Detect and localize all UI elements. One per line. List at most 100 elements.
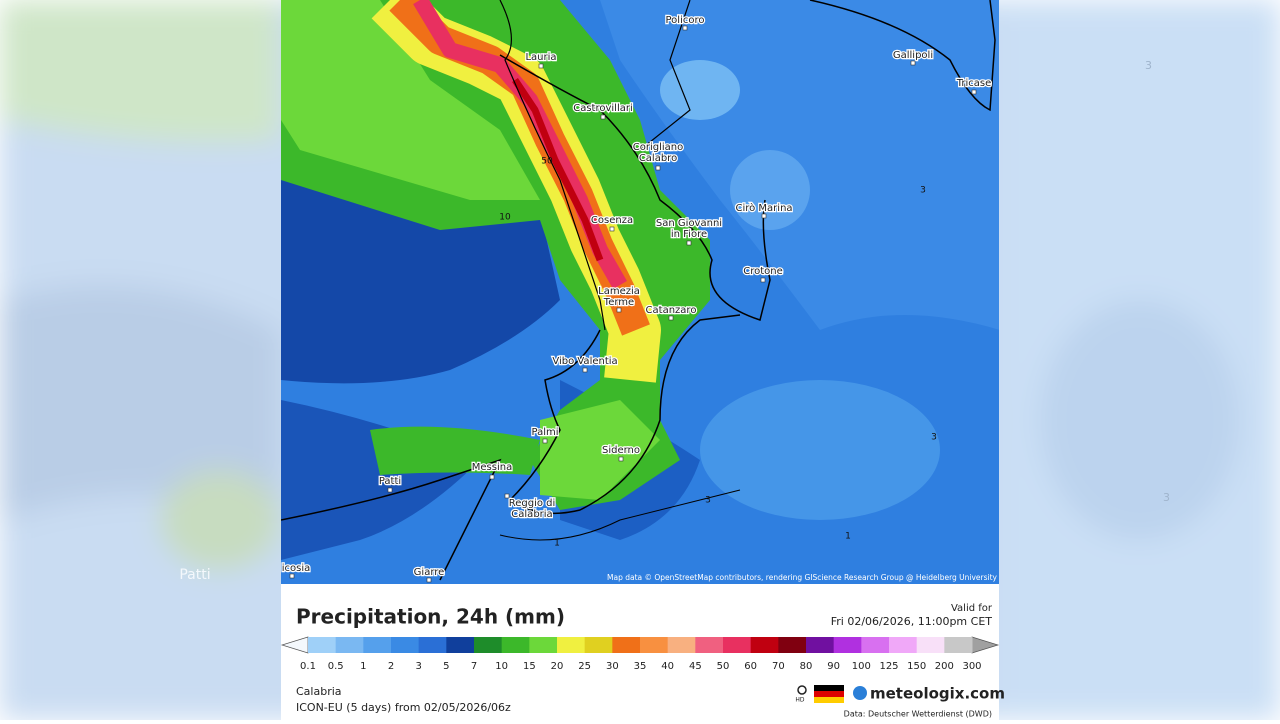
city-label: Palmi	[531, 427, 558, 438]
city-label: Crotone	[743, 266, 783, 277]
brand-icon	[853, 686, 867, 700]
city-label: Catanzaro	[646, 305, 697, 316]
legend-tick-label: 20	[551, 661, 564, 672]
legend-tick-label: 150	[907, 661, 926, 672]
city-label: San Giovanni	[656, 218, 722, 229]
legend-tick-label: 80	[800, 661, 813, 672]
city-label: Cirò Marina	[735, 202, 792, 214]
legend-tick-label: 200	[935, 661, 954, 672]
model-run: ICON-EU (5 days) from 02/05/2026/06z	[296, 701, 511, 714]
legend-tick-label: 300	[962, 661, 981, 672]
city-marker	[289, 573, 295, 579]
legend-tick-label: 40	[661, 661, 674, 672]
legend-tick-label: 3	[415, 661, 421, 672]
city-marker	[609, 226, 615, 232]
legend-swatch	[889, 637, 918, 653]
region: Calabria	[296, 685, 342, 698]
city-marker	[668, 315, 674, 321]
city-marker	[426, 577, 432, 583]
bg-label: Patti	[179, 567, 210, 583]
bg-label: 3	[1145, 59, 1152, 72]
legend-tick-label: 2	[388, 661, 394, 672]
legend-swatch	[612, 637, 641, 653]
legend-tick-label: 10	[495, 661, 508, 672]
flag	[814, 685, 844, 691]
legend-tick-label: 45	[689, 661, 702, 672]
city-label: Policoro	[666, 15, 705, 26]
city-label: Castrovillari	[573, 103, 633, 114]
city-marker	[582, 367, 588, 373]
legend-swatch	[861, 637, 890, 653]
legend-swatch	[640, 637, 669, 653]
legend-swatch	[418, 637, 447, 653]
legend-swatch	[446, 637, 475, 653]
city-marker	[971, 89, 977, 95]
data-source: Data: Deutscher Wetterdienst (DWD)	[844, 710, 992, 719]
legend-swatch	[308, 637, 337, 653]
contour-label: 1	[554, 539, 560, 549]
legend-swatch	[529, 637, 558, 653]
city-label: Patti	[379, 476, 401, 487]
bg-label: 3	[1163, 491, 1170, 504]
city-marker	[387, 487, 393, 493]
city-label: Calabro	[639, 153, 677, 164]
legend: 0.1 0.5 1 2 3 5 7 10 15 20 25 30 35 40 45 50 60 70 80 90 100…	[280, 636, 1000, 672]
valid-label: Valid for	[951, 603, 993, 614]
city-labels: Policoro Gallipoli Lauria Tricase Castrovill…	[280, 14, 993, 583]
city-label: Reggio di	[509, 498, 556, 509]
city-label: Messina	[472, 462, 512, 473]
legend-tick-label: 25	[578, 661, 591, 672]
legend-tick-label: 30	[606, 661, 619, 672]
city-label: Siderno	[602, 445, 640, 456]
city-marker	[542, 438, 548, 444]
legend-swatch	[363, 637, 392, 653]
legend-tick-label: 35	[634, 661, 647, 672]
legend-tick-label: 125	[879, 661, 898, 672]
legend-swatch	[557, 637, 586, 653]
legend-tick-label: 1	[360, 661, 366, 672]
legend-tick-label: 7	[471, 661, 477, 672]
legend-tick-label: 50	[717, 661, 730, 672]
city-marker	[686, 240, 692, 246]
legend-swatch	[584, 637, 613, 653]
city-label: Terme	[603, 297, 634, 308]
legend-tick-label: 0.5	[328, 661, 344, 672]
city-label: Lamezia	[598, 286, 640, 297]
flag	[814, 691, 844, 697]
city-label: Lauria	[525, 52, 556, 63]
legend-swatch	[335, 637, 364, 653]
legend-tick-label: 90	[827, 661, 840, 672]
brand[interactable]: meteologix.com	[870, 685, 1005, 703]
chart-title: Precipitation, 24h (mm)	[296, 605, 565, 629]
legend-tick-label: 15	[523, 661, 536, 672]
legend-swatch	[833, 637, 862, 653]
legend-swatch	[667, 637, 696, 653]
legend-tick-label: 5	[443, 661, 449, 672]
legend-tick-label: 70	[772, 661, 785, 672]
legend-tick-label: 60	[744, 661, 757, 672]
map	[281, 0, 999, 584]
city-marker	[682, 25, 688, 31]
contour-label: 50	[541, 157, 553, 167]
city-label: Calabria	[511, 509, 552, 520]
city-marker	[761, 213, 767, 219]
legend-swatch	[723, 637, 752, 653]
legend-tick-label: 0.1	[300, 661, 316, 672]
city-label: icosia	[282, 563, 311, 574]
legend-swatch	[695, 637, 724, 653]
city-label: Tricase	[956, 78, 992, 89]
city-label: Gallipoli	[893, 50, 933, 61]
contour-label: 3	[920, 186, 926, 196]
legend-swatch	[916, 637, 945, 653]
city-marker	[616, 307, 622, 313]
legend-swatch	[750, 637, 779, 653]
legend-swatch	[391, 637, 420, 653]
legend-swatch	[501, 637, 530, 653]
city-marker	[504, 493, 510, 499]
legend-tick-label: 100	[852, 661, 871, 672]
zoom-icon	[797, 685, 807, 695]
contour-label: 10	[499, 213, 511, 223]
contour-label: 3	[705, 496, 711, 506]
